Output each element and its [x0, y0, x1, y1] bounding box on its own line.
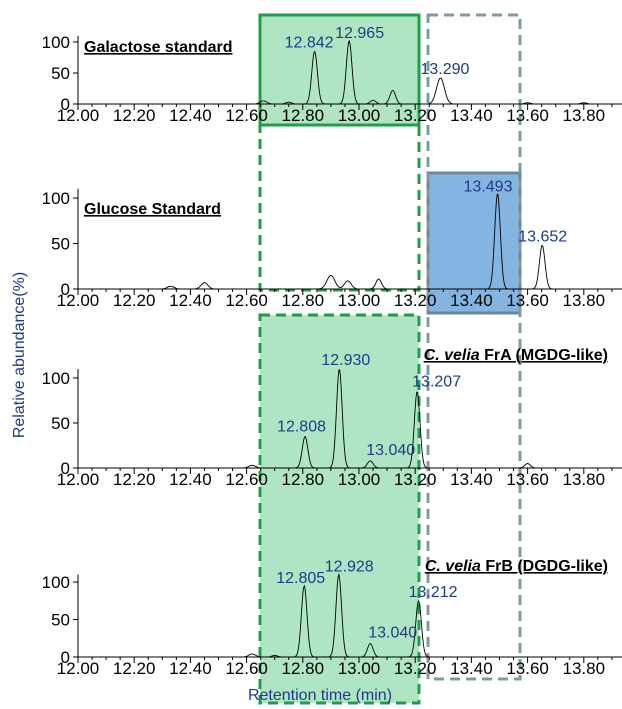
chromatogram-trace: [78, 39, 622, 105]
x-tick-label: 13.80: [563, 291, 606, 310]
chromatogram-trace: [78, 572, 622, 658]
y-tick-label: 50: [51, 64, 70, 83]
y-tick-label: 100: [42, 33, 70, 52]
panel-title: Galactose standard: [84, 39, 233, 56]
peak-label: 12.928: [325, 559, 374, 576]
x-tick-label: 13.80: [563, 470, 606, 489]
green-dashed-box-glucose-row: [258, 123, 421, 292]
x-tick-label: 12.00: [57, 106, 100, 125]
peak-label: 13.493: [464, 178, 513, 195]
x-tick-label: 13.40: [450, 659, 493, 678]
x-tick-label: 13.00: [338, 106, 381, 125]
x-tick-label: 12.20: [113, 659, 156, 678]
y-tick-label: 0: [61, 648, 70, 667]
peak-label: 13.652: [518, 228, 567, 245]
x-tick-label: 12.60: [225, 291, 268, 310]
x-tick-label: 13.40: [450, 291, 493, 310]
peak-label: 13.290: [420, 61, 469, 78]
y-tick-label: 50: [51, 414, 70, 433]
x-tick-label: 12.20: [113, 470, 156, 489]
x-tick-label: 13.00: [338, 470, 381, 489]
x-tick-label: 12.40: [169, 106, 212, 125]
x-tick-label: 12.00: [57, 470, 100, 489]
panel-title: C. velia FrA (MGDG-like): [424, 347, 608, 364]
peak-label: 12.805: [276, 570, 325, 587]
x-axis-label: Retention time (min): [248, 687, 392, 704]
x-tick-label: 13.60: [506, 291, 549, 310]
y-tick-label: 50: [51, 235, 70, 254]
peak-label: 12.965: [335, 25, 384, 42]
x-tick-label: 12.20: [113, 291, 156, 310]
peak-label: 13.040: [366, 442, 415, 459]
panel-glucose: 0 50 100 12.00 12.20 12.40 12.60 12.80 13.00 13.2…: [42, 178, 622, 310]
x-tick-label: 12.80: [282, 659, 325, 678]
x-tick-label: 13.00: [338, 291, 381, 310]
peak-label: 12.842: [285, 34, 334, 51]
peak-label: 13.040: [368, 625, 417, 642]
x-tick-label: 12.60: [225, 106, 268, 125]
panel-galactose: 0 50 100 12.00 12.20 12.40 12.60 12.80 13.00 13.2…: [42, 25, 622, 125]
panel-frA: 0 50 100 12.00 12.20 12.40 12.60 12.80 13.00 13.2…: [42, 347, 622, 489]
x-tick-label: 12.00: [57, 291, 100, 310]
sample-green-dashed-box: [258, 313, 421, 705]
peak-label: 13.212: [409, 584, 458, 601]
y-tick-label: 100: [42, 369, 70, 388]
panel-title: C. velia FrB (DGDG-like): [425, 558, 608, 575]
x-tick-label: 13.80: [563, 106, 606, 125]
galactose-green-box: [258, 13, 421, 127]
x-tick-label: 12.40: [169, 470, 212, 489]
panel-title: Glucose Standard: [84, 201, 221, 218]
x-tick-label: 12.60: [225, 659, 268, 678]
x-tick-label: 13.40: [450, 106, 493, 125]
x-tick-label: 12.40: [169, 291, 212, 310]
x-tick-label: 13.40: [450, 470, 493, 489]
y-tick-label: 100: [42, 189, 70, 208]
chromatogram-trace: [78, 193, 622, 290]
gray-dashed-box: [426, 13, 522, 681]
y-tick-label: 0: [61, 95, 70, 114]
peak-label: 13.207: [412, 374, 461, 391]
panel-frB: 0 50 100 12.00 12.20 12.40 12.60 12.80 13.00 13.2…: [42, 558, 622, 678]
x-tick-label: 12.80: [282, 470, 325, 489]
x-tick-label: 12.60: [225, 470, 268, 489]
y-tick-label: 100: [42, 573, 70, 592]
x-tick-label: 12.20: [113, 106, 156, 125]
x-tick-label: 13.60: [506, 470, 549, 489]
x-tick-label: 12.00: [57, 659, 100, 678]
x-tick-label: 13.20: [394, 291, 437, 310]
x-tick-label: 13.20: [394, 106, 437, 125]
x-tick-label: 12.40: [169, 659, 212, 678]
x-tick-label: 12.80: [282, 291, 325, 310]
x-tick-label: 13.20: [394, 470, 437, 489]
x-tick-label: 13.60: [506, 659, 549, 678]
y-tick-label: 0: [61, 459, 70, 478]
y-axis-label: Relative abundance(%): [11, 272, 28, 438]
x-tick-label: 13.00: [338, 659, 381, 678]
peak-label: 12.808: [277, 419, 326, 436]
y-tick-label: 0: [61, 280, 70, 299]
x-tick-label: 12.80: [282, 106, 325, 125]
y-tick-label: 50: [51, 611, 70, 630]
x-tick-label: 13.20: [394, 659, 437, 678]
x-tick-label: 13.80: [563, 659, 606, 678]
x-tick-label: 13.60: [506, 106, 549, 125]
peak-label: 12.930: [321, 352, 370, 369]
chromatogram-trace: [78, 369, 622, 469]
